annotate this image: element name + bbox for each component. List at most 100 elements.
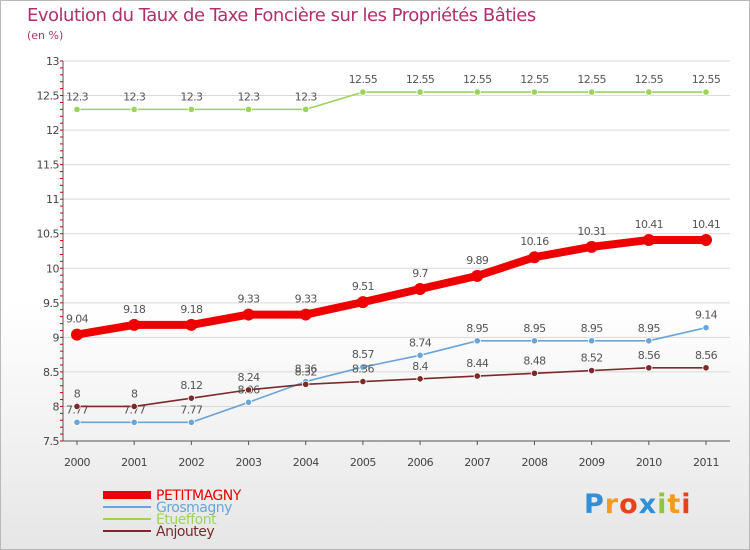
- series-line-grosmagny: [76, 326, 707, 424]
- y-tick-label: 8: [53, 400, 60, 413]
- data-label-grosmagny: 7.77: [180, 403, 203, 416]
- data-label-grosmagny: 8.36: [295, 363, 318, 376]
- data-point-grosmagny: [416, 351, 424, 359]
- data-label-petitmagny: 9.89: [466, 254, 489, 267]
- x-tick-label: 2006: [407, 456, 433, 469]
- data-label-grosmagny: 8.95: [581, 322, 604, 335]
- legend-label-etueffont: Étueffont: [156, 511, 217, 528]
- y-tick-label: 13: [46, 55, 59, 68]
- data-point-anjoutey: [359, 377, 367, 386]
- data-point-petitmagny: [71, 328, 83, 341]
- data-label-petitmagny: 9.04: [66, 313, 89, 326]
- data-label-etueffont: 12.55: [520, 73, 549, 86]
- data-label-etueffont: 12.55: [349, 73, 378, 86]
- data-label-etueffont: 12.3: [237, 90, 260, 103]
- data-label-grosmagny: 8.57: [352, 348, 375, 361]
- logo-letter: o: [619, 489, 639, 520]
- logo-letter: t: [667, 489, 682, 520]
- data-label-anjoutey: 8.12: [180, 379, 202, 392]
- data-label-anjoutey: 8.52: [581, 352, 603, 365]
- data-label-petitmagny: 9.18: [180, 303, 203, 316]
- x-tick-label: 2007: [464, 456, 490, 469]
- series-line-petitmagny: [73, 235, 710, 339]
- data-point-etueffont: [702, 88, 710, 96]
- data-label-anjoutey: 8.4: [412, 360, 428, 373]
- data-point-etueffont: [416, 88, 424, 96]
- data-label-anjoutey: 8.24: [237, 371, 260, 384]
- y-tick-label: 10: [46, 262, 59, 275]
- data-label-grosmagny: 8.95: [523, 322, 546, 335]
- data-point-grosmagny: [73, 418, 81, 426]
- data-label-grosmagny: 8.74: [409, 336, 432, 349]
- y-tick-label: 11: [46, 193, 59, 206]
- data-point-grosmagny: [244, 398, 253, 406]
- data-label-petitmagny: 9.7: [412, 267, 428, 280]
- data-point-etueffont: [130, 105, 138, 113]
- data-point-grosmagny: [187, 418, 195, 426]
- data-label-grosmagny: 8.95: [466, 322, 489, 335]
- legend-label-anjoutey: Anjoutey: [156, 524, 214, 540]
- data-point-etueffont: [530, 88, 539, 96]
- data-point-grosmagny: [473, 337, 481, 345]
- data-label-petitmagny: 9.18: [123, 303, 146, 316]
- data-point-anjoutey: [187, 394, 195, 402]
- logo-letter: x: [638, 489, 658, 520]
- x-tick-label: 2005: [350, 456, 376, 469]
- data-point-etueffont: [73, 105, 81, 113]
- data-point-petitmagny: [414, 283, 427, 295]
- data-label-petitmagny: 10.16: [520, 235, 549, 248]
- data-point-etueffont: [588, 88, 596, 96]
- data-point-grosmagny: [530, 337, 539, 345]
- data-point-etueffont: [645, 88, 653, 96]
- data-point-grosmagny: [130, 418, 138, 426]
- logo-letter: i: [657, 489, 668, 520]
- data-label-anjoutey: 8.56: [638, 349, 661, 362]
- data-label-anjoutey: 8.36: [352, 363, 375, 376]
- data-point-etueffont: [359, 88, 367, 96]
- data-point-anjoutey: [645, 364, 653, 372]
- data-label-etueffont: 12.55: [577, 73, 606, 86]
- x-tick-label: 2009: [579, 456, 605, 469]
- y-tick-label: 11.5: [37, 159, 60, 172]
- proxiti-logo: Proxiti: [584, 489, 692, 520]
- data-label-anjoutey: 8: [131, 387, 138, 400]
- data-point-petitmagny: [185, 318, 198, 331]
- data-label-anjoutey: 8.32: [295, 365, 317, 378]
- data-label-petitmagny: 9.33: [295, 293, 318, 306]
- data-point-petitmagny: [356, 296, 369, 309]
- data-point-petitmagny: [471, 269, 484, 282]
- data-point-petitmagny: [528, 251, 541, 264]
- data-label-etueffont: 12.3: [295, 90, 318, 103]
- data-point-anjoutey: [473, 372, 481, 380]
- data-point-anjoutey: [302, 380, 310, 388]
- data-label-anjoutey: 8.44: [466, 357, 489, 370]
- data-label-petitmagny: 10.41: [692, 218, 721, 231]
- data-point-anjoutey: [244, 386, 253, 394]
- x-tick-label: 2004: [293, 456, 319, 469]
- x-tick-label: 2003: [236, 456, 262, 469]
- data-point-anjoutey: [416, 375, 424, 383]
- data-point-petitmagny: [585, 240, 598, 253]
- x-tick-label: 2000: [64, 456, 90, 469]
- data-point-grosmagny: [588, 337, 596, 345]
- y-tick-label: 12.5: [37, 90, 60, 103]
- data-label-petitmagny: 10.31: [577, 225, 606, 238]
- y-tick-label: 7.5: [43, 435, 59, 448]
- data-point-grosmagny: [359, 363, 367, 371]
- data-label-etueffont: 12.55: [692, 73, 721, 86]
- y-tick-label: 9.5: [43, 297, 59, 310]
- data-label-grosmagny: 9.14: [695, 309, 718, 322]
- data-label-anjoutey: 8: [74, 387, 81, 400]
- data-label-petitmagny: 10.41: [635, 218, 664, 231]
- data-label-petitmagny: 9.33: [237, 293, 260, 306]
- data-point-petitmagny: [299, 308, 312, 321]
- unit-label: (en %): [27, 29, 64, 42]
- data-label-etueffont: 12.3: [123, 90, 146, 103]
- x-tick-label: 2001: [121, 456, 147, 469]
- data-label-anjoutey: 8.48: [523, 354, 546, 367]
- y-tick-label: 12: [46, 124, 59, 137]
- data-point-etueffont: [302, 105, 310, 113]
- data-point-anjoutey: [588, 366, 596, 375]
